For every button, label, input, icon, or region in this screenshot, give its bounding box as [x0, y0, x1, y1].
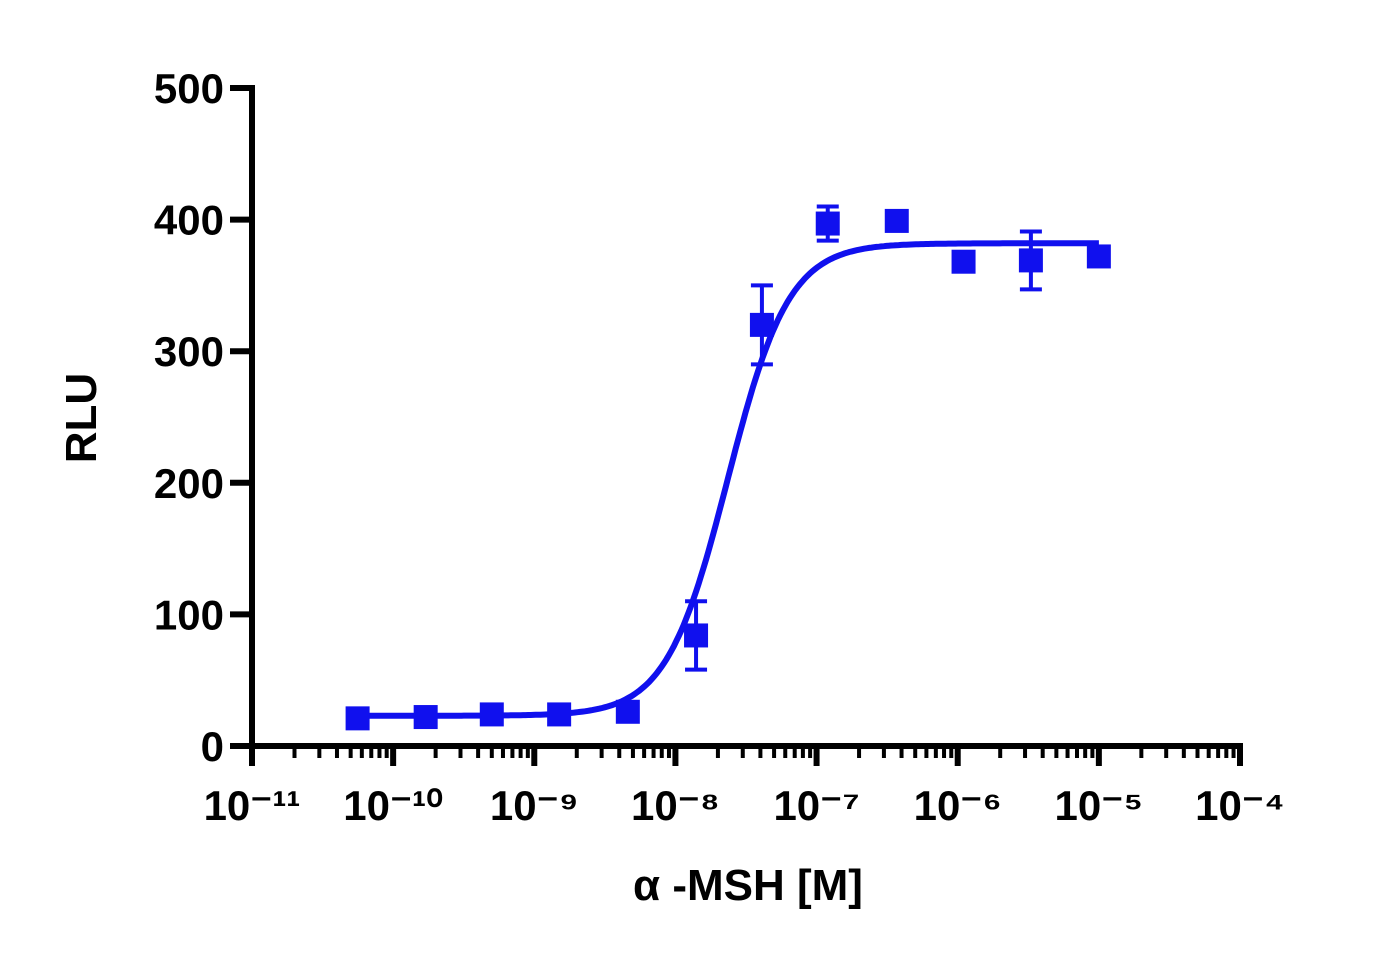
- data-point: [1018, 248, 1043, 273]
- data-point: [1086, 244, 1111, 269]
- fit-curve: [357, 240, 1099, 719]
- data-point: [684, 623, 709, 648]
- data-point: [413, 705, 438, 730]
- x-tick-label: 10⁻⁶: [914, 782, 1002, 829]
- x-tick-label: 10⁻¹⁰: [343, 782, 443, 829]
- data-point: [749, 312, 774, 337]
- data-point: [615, 699, 640, 724]
- data-point: [951, 249, 976, 274]
- data-point: [547, 702, 572, 727]
- y-tick-label: 0: [201, 723, 224, 770]
- y-tick-label: 200: [154, 460, 224, 507]
- data-point: [479, 702, 504, 727]
- y-tick-label: 400: [154, 197, 224, 244]
- y-axis-label: RLU: [57, 373, 106, 463]
- x-tick-label: 10⁻⁸: [631, 782, 720, 829]
- x-tick-label: 10⁻⁴: [1195, 782, 1285, 829]
- y-tick-label: 500: [154, 65, 224, 112]
- x-tick-label: 10⁻¹¹: [204, 782, 301, 829]
- y-tick-label: 100: [154, 591, 224, 638]
- y-tick-label: 300: [154, 328, 224, 375]
- data-point: [345, 706, 370, 731]
- data-point: [884, 208, 909, 233]
- x-axis-label: α -MSH [M]: [633, 861, 863, 910]
- data-point: [815, 211, 840, 236]
- x-tick-label: 10⁻⁷: [773, 782, 859, 829]
- x-tick-label: 10⁻⁹: [490, 782, 579, 829]
- x-tick-label: 10⁻⁵: [1055, 782, 1144, 829]
